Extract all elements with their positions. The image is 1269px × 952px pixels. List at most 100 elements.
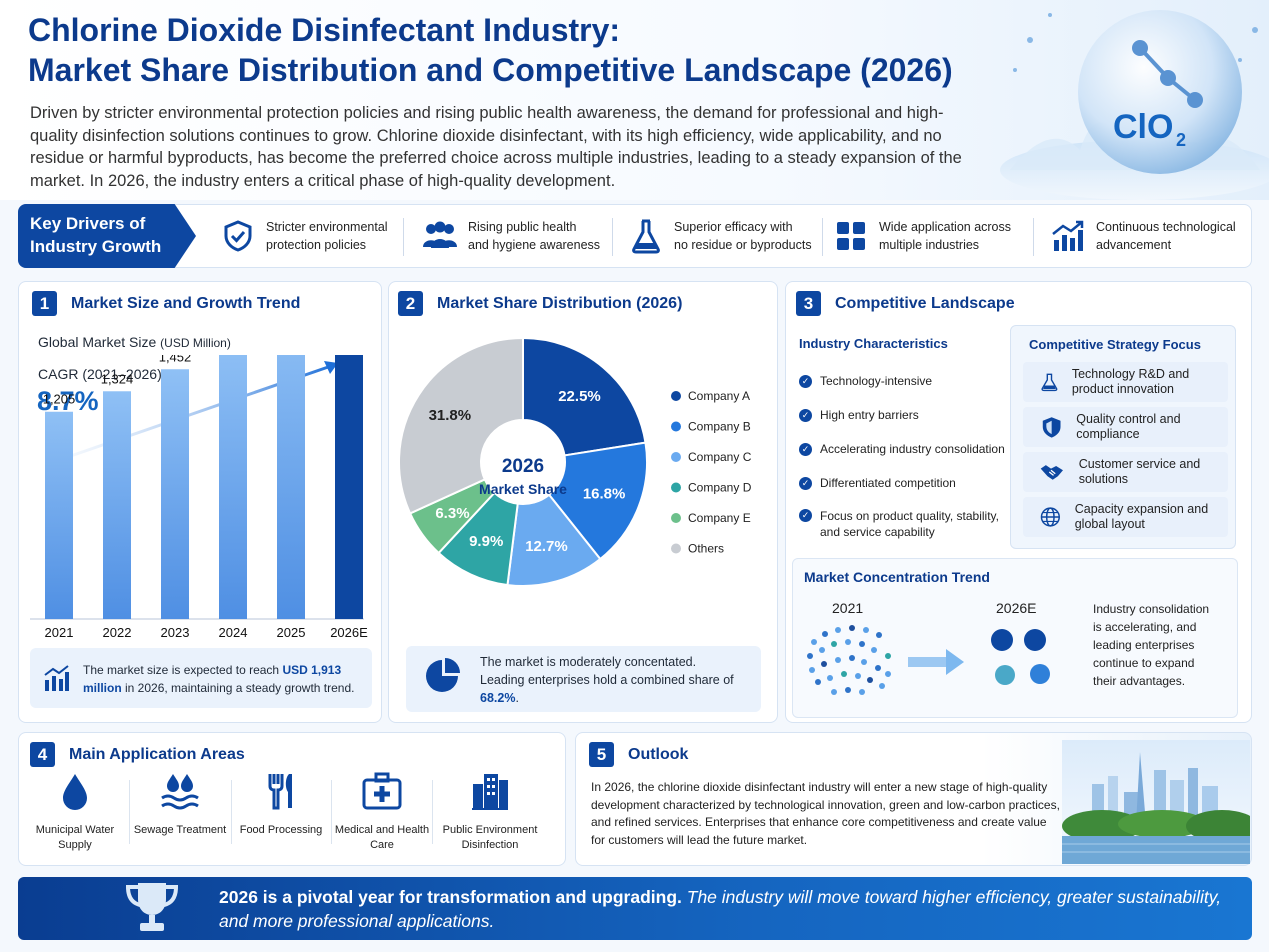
section-header: 4 Main Application Areas [30,742,245,767]
cagr-value: 8.7% [37,386,99,416]
bar-2026E [335,355,363,619]
characteristic-label: Focus on product quality, stability, and… [820,509,999,539]
section-title: Competitive Landscape [835,294,1015,312]
growth-chart-icon [44,665,69,691]
check-icon: ✓ [799,409,812,423]
characteristic-label: Technology-intensive [820,374,933,388]
strategy-item: Customer service and solutions [1023,452,1228,492]
concentrated-dots-2026 [991,629,1050,685]
legend-label: Company B [688,420,751,434]
pie-slice-label: 16.8% [583,486,626,503]
pie-slice-label: 22.5% [558,388,601,405]
pie-slice-label: 6.3% [435,505,469,522]
x-tick-label: 2022 [103,625,132,640]
driver-item-technology: Continuous technological advancement [1048,214,1236,258]
strategy-item: Capacity expansion and global layout [1023,497,1228,537]
bar-2023 [161,369,189,619]
driver-label: Superior efficacy with no residue or byp… [674,220,812,252]
divider [612,218,613,256]
concentration-box [792,558,1238,718]
divider [331,780,332,844]
application-item: Food Processing [233,770,329,838]
bar-2022 [103,391,131,619]
year-2021-label: 2021 [832,600,864,616]
legend-swatch [671,482,681,493]
medical-kit-icon [362,772,402,810]
bar-2024 [219,355,247,619]
x-tick-label: 2026E [330,625,368,640]
pie-center-label: Market Share [479,481,567,497]
check-icon: ✓ [799,375,812,389]
bar-value-label: 1,205 [43,392,76,407]
legend-label: Company D [688,481,752,495]
concentration-title: Market Concentration Trend [804,569,990,585]
driver-item-awareness: Rising public health and hygiene awarene… [420,214,600,258]
driver-label: Stricter environmental protection polici… [266,220,388,252]
market-share-note-text: The market is moderately concentated. Le… [480,653,735,707]
divider [432,780,433,844]
outlook-text: In 2026, the chlorine dioxide disinfecta… [591,780,1060,847]
pie-slice-company-b [547,441,648,561]
section-number: 3 [796,291,821,316]
formula-subscript: 2 [1176,130,1186,150]
section-number: 4 [30,742,55,767]
market-size-bar-chart: 1,20520211,32420221,45220231,59820241,76… [30,355,368,640]
bar-2025 [277,355,305,619]
shield-icon [1042,417,1061,438]
note-text: The market is moderately concentated. Le… [480,655,734,687]
legend-swatch [671,513,681,523]
pie-chart-icon [426,658,460,692]
banner-bold-text: 2026 is a pivotal year for transformatio… [219,887,682,907]
check-icon: ✓ [799,443,812,457]
driver-label: Rising public health and hygiene awarene… [468,220,601,252]
characteristic-item: ✓ Technology-intensive [799,373,932,389]
strategy-label: Capacity expansion and global layout [1074,502,1209,531]
application-item: Medical and Health Care [334,770,430,853]
section-title: Market Size and Growth Trend [71,294,301,312]
divider [231,780,232,844]
legend-swatch [671,543,681,554]
city-skyline-illustration [1062,740,1250,864]
legend-label: Company A [688,389,750,403]
key-drivers-bar [18,204,1252,268]
x-tick-label: 2024 [219,625,248,640]
handshake-icon [1040,465,1063,480]
strategy-label: Quality control and compliance [1076,412,1181,441]
note-highlight: 68.2% [480,691,516,705]
driver-label: Continuous technological advancement [1096,220,1236,252]
section-title: Market Share Distribution (2026) [437,294,683,312]
application-label: Sewage Treatment [133,824,227,836]
note-text: in 2026, maintaining a steady growth tre… [121,681,355,695]
application-label: Food Processing [239,824,323,836]
closing-banner [18,877,1252,940]
pie-center-year: 2026 [502,456,544,477]
application-label: Municipal Water Supply [35,824,115,851]
characteristic-item: ✓ High entry barriers [799,407,919,423]
section-header: 5 Outlook [589,742,688,767]
legend-swatch [671,421,681,432]
legend-swatch [671,452,681,462]
application-item: Public Environment Disinfection [438,770,542,853]
divider [1033,218,1034,256]
trophy-icon [125,883,179,931]
legend-label: Others [688,542,724,556]
building-icon [472,774,508,810]
section-header: 1 Market Size and Growth Trend [32,291,300,316]
divider [822,218,823,256]
section-title: Outlook [628,745,689,763]
section-number: 1 [32,291,57,316]
key-drivers-tag: Key Drivers of Industry Growth [18,204,196,268]
banner-text: 2026 is a pivotal year for transformatio… [219,885,1229,933]
growth-chart-icon [1048,216,1088,256]
market-share-note [406,646,761,712]
check-icon: ✓ [799,509,812,522]
section-header: 3 Competitive Landscape [796,291,1015,316]
pie-slice-company-a [522,336,647,457]
market-size-note-text: The market size is expected to reach USD… [83,661,369,697]
driver-item-policies: Stricter environmental protection polici… [218,214,388,258]
section-number: 2 [398,291,423,316]
characteristic-label: Differentiated competition [820,476,956,490]
driver-item-efficacy: Superior efficacy with no residue or byp… [626,214,812,258]
water-splash-illustration: ClO 2 [1000,10,1269,200]
cagr-label: CAGR (2021–2026) [38,366,162,382]
